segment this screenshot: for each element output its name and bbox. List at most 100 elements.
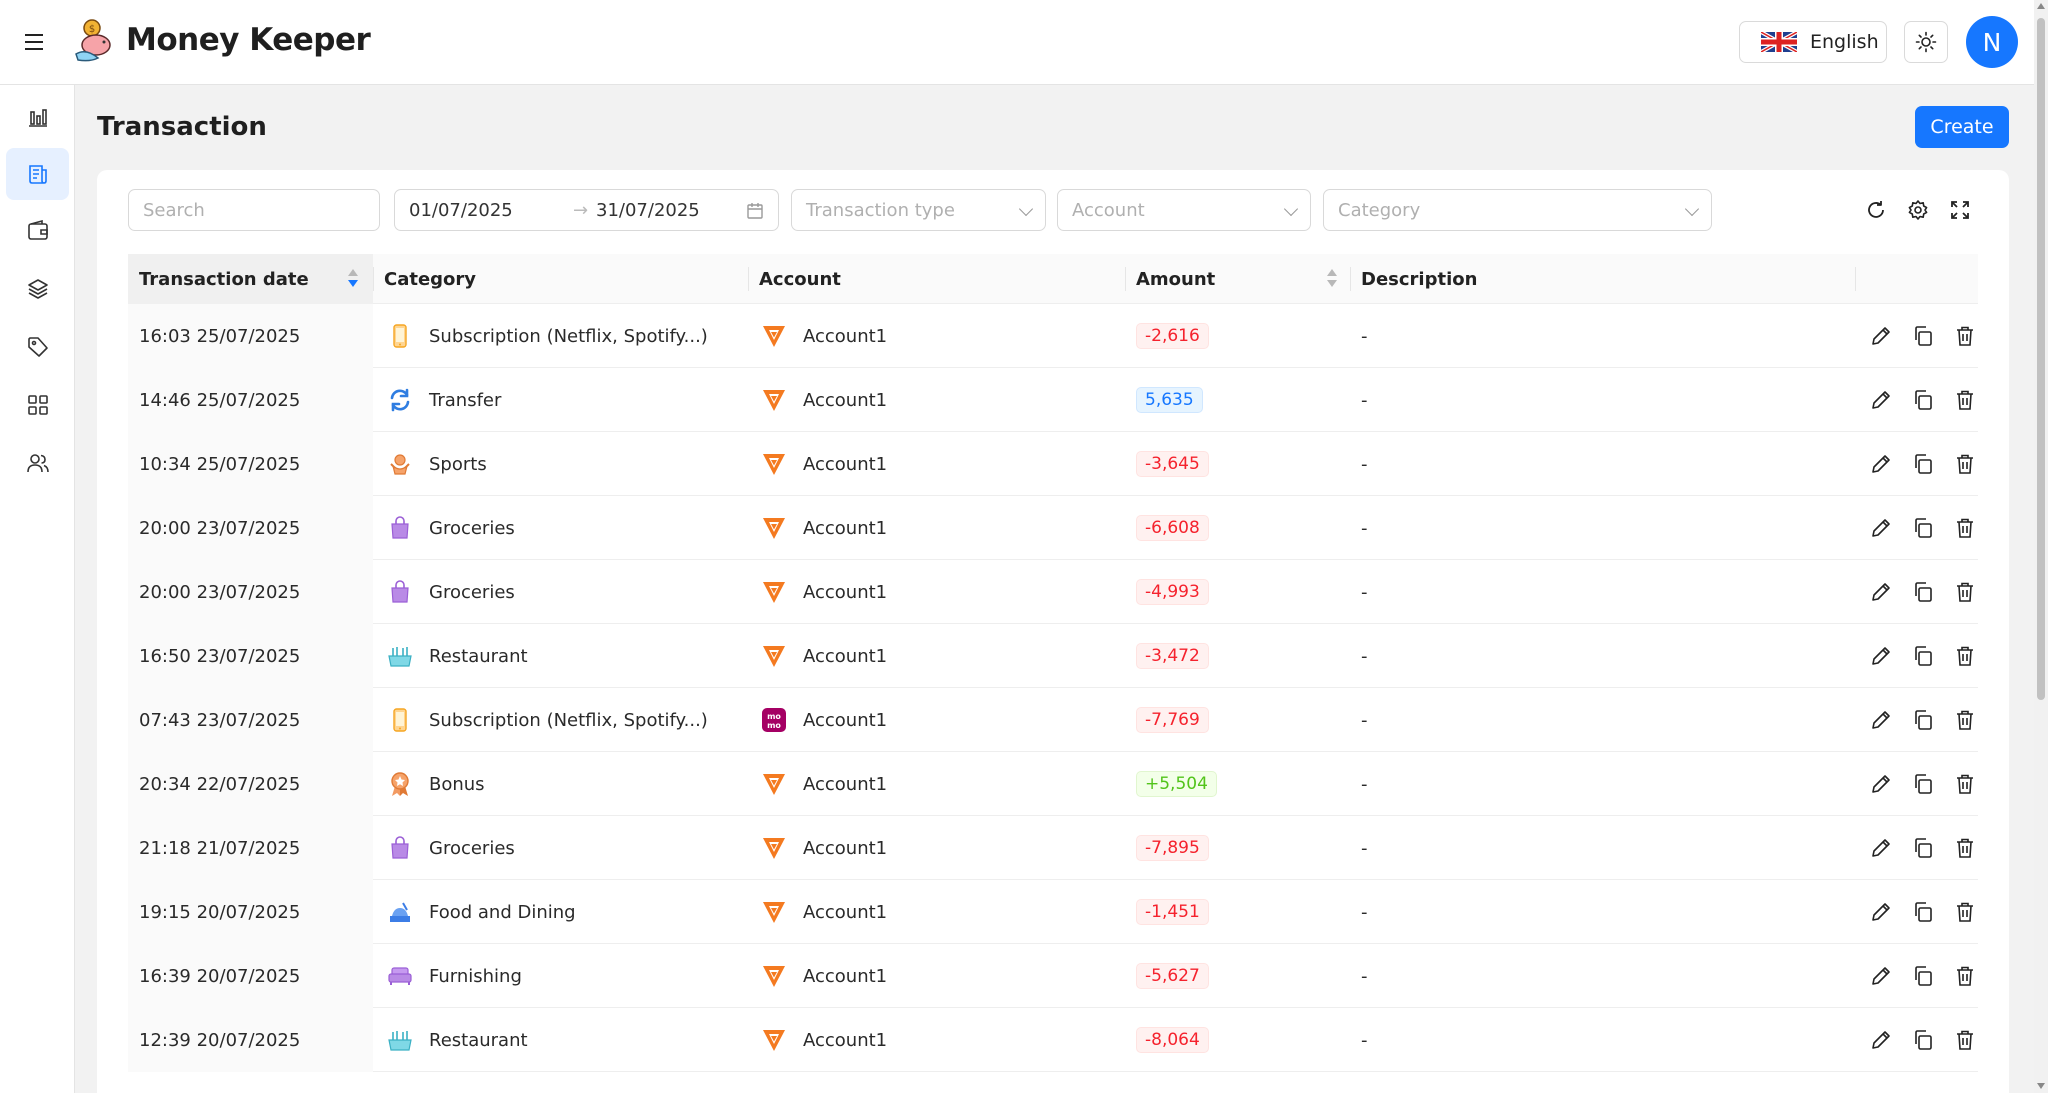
table-row[interactable]: 16:39 20/07/2025 Furnishing Account1 -5,627… [128,944,1978,1008]
date-to-value[interactable]: 31/07/2025 [596,199,700,221]
piggy-bank-logo-icon: $ [75,19,111,62]
sidebar-item-transactions[interactable] [6,148,69,200]
edit-icon[interactable] [1868,451,1894,477]
sort-icon[interactable] [346,269,358,289]
sidebar-item-categories[interactable] [6,379,69,431]
description-cell: - [1361,389,1368,411]
delete-icon[interactable] [1952,387,1978,413]
account-logo-orange-icon [761,899,787,925]
duplicate-icon[interactable] [1910,643,1936,669]
table-row[interactable]: 21:18 21/07/2025 Groceries Account1 -7,895 - [128,816,1978,880]
duplicate-icon[interactable] [1910,579,1936,605]
account-logo-orange-icon [761,579,787,605]
table-row[interactable]: 16:03 25/07/2025 Subscription (Netflix, S… [128,304,1978,368]
table-row[interactable]: 07:43 23/07/2025 Subscription (Netflix, S… [128,688,1978,752]
description-cell: - [1361,453,1368,475]
edit-icon[interactable] [1868,1027,1894,1053]
account-select[interactable]: Account [1057,189,1311,231]
amount-badge: +5,504 [1136,771,1217,797]
edit-icon[interactable] [1868,771,1894,797]
column-settings-button[interactable] [1905,197,1931,223]
category-label: Subscription (Netflix, Spotify...) [429,325,708,347]
theme-toggle-button[interactable] [1904,21,1948,63]
row-actions [1828,944,1978,1008]
table-row[interactable]: 20:00 23/07/2025 Groceries Account1 -6,608 - [128,496,1978,560]
duplicate-icon[interactable] [1910,835,1936,861]
scroll-down-arrow-icon[interactable] [2037,1083,2045,1089]
search-input[interactable]: Search [128,189,380,231]
delete-icon[interactable] [1952,515,1978,541]
edit-icon[interactable] [1868,963,1894,989]
reload-button[interactable] [1863,197,1889,223]
scrollbar-thumb[interactable] [2037,18,2045,700]
category-cell: Groceries [373,496,748,560]
sort-icon[interactable] [1325,269,1337,289]
fullscreen-button[interactable] [1947,197,1973,223]
edit-icon[interactable] [1868,323,1894,349]
delete-icon[interactable] [1952,835,1978,861]
column-header-date[interactable]: Transaction date [128,254,373,304]
table-row[interactable]: 14:46 25/07/2025 Transfer Account1 5,635 - [128,368,1978,432]
amount-cell: -8,064 [1125,1008,1350,1072]
account-logo-orange-icon [761,451,787,477]
category-select[interactable]: Category [1323,189,1712,231]
sidebar-item-tags[interactable] [6,321,69,373]
sidebar-item-reports[interactable] [6,91,69,143]
table-row[interactable]: 19:15 20/07/2025 Food and Dining Account1 -… [128,880,1978,944]
amount-cell: 5,635 [1125,368,1350,432]
date-range-picker[interactable]: 01/07/2025 → 31/07/2025 [394,189,779,231]
duplicate-icon[interactable] [1910,323,1936,349]
transaction-type-select[interactable]: Transaction type [791,189,1046,231]
edit-icon[interactable] [1868,835,1894,861]
delete-icon[interactable] [1952,643,1978,669]
sidebar-item-users[interactable] [6,437,69,489]
column-header-amount[interactable]: Amount [1125,254,1350,304]
shopping-bag-icon [387,579,413,605]
duplicate-icon[interactable] [1910,963,1936,989]
duplicate-icon[interactable] [1910,771,1936,797]
duplicate-icon[interactable] [1910,451,1936,477]
edit-icon[interactable] [1868,643,1894,669]
duplicate-icon[interactable] [1910,515,1936,541]
delete-icon[interactable] [1952,707,1978,733]
create-button[interactable]: Create [1915,106,2009,148]
edit-icon[interactable] [1868,707,1894,733]
edit-icon[interactable] [1868,515,1894,541]
duplicate-icon[interactable] [1910,899,1936,925]
duplicate-icon[interactable] [1910,1027,1936,1053]
scroll-up-arrow-icon[interactable] [2037,3,2045,9]
edit-icon[interactable] [1868,899,1894,925]
row-actions [1828,496,1978,560]
table-row[interactable]: 20:00 23/07/2025 Groceries Account1 -4,993 - [128,560,1978,624]
delete-icon[interactable] [1952,323,1978,349]
date-from-value[interactable]: 01/07/2025 [409,199,513,221]
delete-icon[interactable] [1952,963,1978,989]
account-logo-orange-icon [761,835,787,861]
transaction-date: 16:03 25/07/2025 [128,304,373,368]
edit-icon[interactable] [1868,387,1894,413]
delete-icon[interactable] [1952,579,1978,605]
sidebar-item-budgets[interactable] [6,263,69,315]
edit-icon[interactable] [1868,579,1894,605]
account-cell: Account1 [748,432,1125,496]
table-row[interactable]: 12:39 20/07/2025 Restaurant Account1 -8,064… [128,1008,1978,1072]
column-divider [1125,267,1126,291]
hamburger-menu-icon[interactable] [20,28,48,56]
delete-icon[interactable] [1952,771,1978,797]
category-cell: Subscription (Netflix, Spotify...) [373,304,748,368]
duplicate-icon[interactable] [1910,707,1936,733]
language-selector[interactable]: English [1739,21,1887,63]
delete-icon[interactable] [1952,1027,1978,1053]
account-label: Account1 [803,517,888,539]
table-row[interactable]: 20:34 22/07/2025 Bonus Account1 +5,504 - [128,752,1978,816]
row-actions [1828,624,1978,688]
user-avatar[interactable]: N [1966,16,2018,68]
table-row[interactable]: 10:34 25/07/2025 Sports Account1 -3,645 - [128,432,1978,496]
delete-icon[interactable] [1952,451,1978,477]
bar-chart-icon [28,109,47,127]
delete-icon[interactable] [1952,899,1978,925]
duplicate-icon[interactable] [1910,387,1936,413]
vertical-scrollbar[interactable] [2034,0,2048,1093]
table-row[interactable]: 16:50 23/07/2025 Restaurant Account1 -3,472… [128,624,1978,688]
sidebar-item-wallets[interactable] [6,205,69,257]
